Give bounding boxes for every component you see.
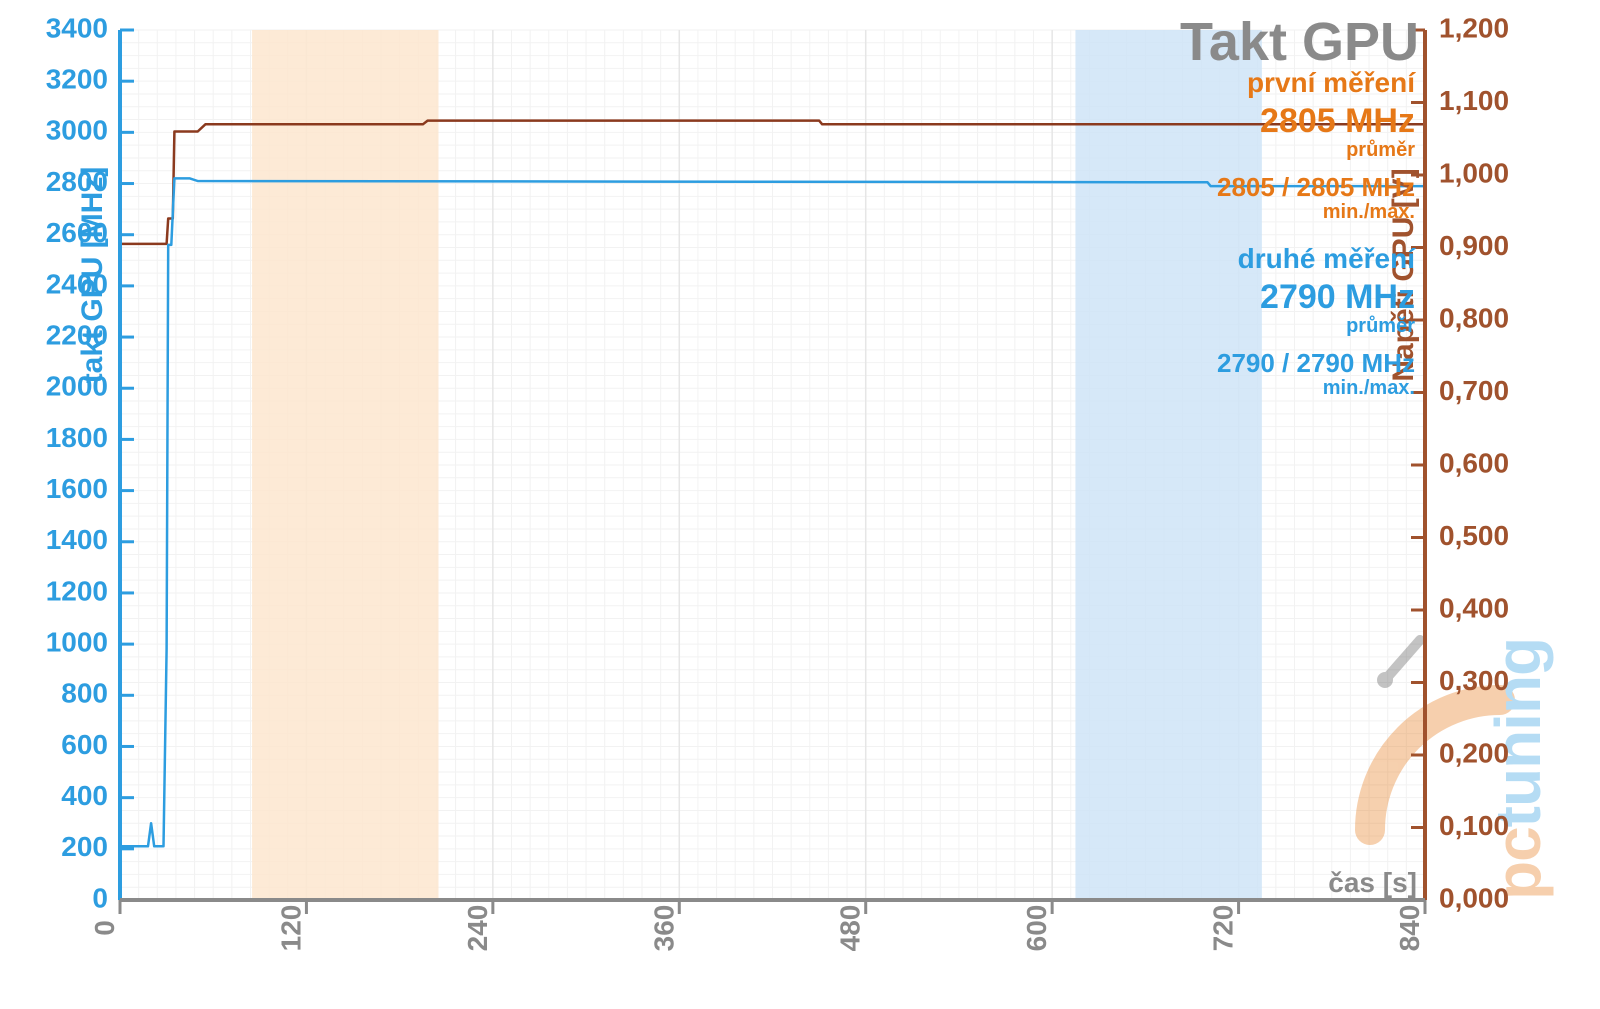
x-axis-title: čas [s]	[1328, 867, 1417, 898]
anno-second-minmax: 2790 / 2790 MHz	[1217, 348, 1415, 378]
y1-tick-label: 1600	[46, 473, 108, 504]
x-tick-label: 480	[835, 905, 866, 952]
anno-first-value-sub: průměr	[1346, 139, 1415, 161]
y1-tick-label: 1200	[46, 575, 108, 606]
y1-tick-label: 3000	[46, 115, 108, 146]
x-tick-label: 360	[648, 905, 679, 952]
x-tick-label: 600	[1021, 905, 1052, 952]
y2-tick-label: 0,700	[1439, 375, 1509, 406]
y2-tick-label: 0,300	[1439, 665, 1509, 696]
anno-second-heading: druhé měření	[1238, 243, 1417, 274]
x-tick-label: 720	[1208, 905, 1239, 952]
y2-tick-label: 0,900	[1439, 230, 1509, 261]
y1-tick-label: 1000	[46, 627, 108, 658]
y1-tick-label: 600	[61, 729, 108, 760]
y2-tick-label: 0,600	[1439, 447, 1509, 478]
y2-tick-label: 0,000	[1439, 882, 1509, 913]
y1-tick-label: 0	[92, 882, 108, 913]
chart-container: pctuning02004006008001000120014001600180…	[0, 0, 1600, 1009]
y1-tick-label: 1400	[46, 524, 108, 555]
y2-tick-label: 1,100	[1439, 85, 1509, 116]
y2-tick-label: 0,200	[1439, 737, 1509, 768]
y1-tick-label: 800	[61, 678, 108, 709]
chart-title: Takt GPU	[1180, 12, 1419, 72]
y2-tick-label: 0,400	[1439, 592, 1509, 623]
anno-second-value-sub: průměr	[1346, 315, 1415, 337]
y1-tick-label: 3200	[46, 64, 108, 95]
y2-tick-label: 0,500	[1439, 520, 1509, 551]
x-tick-label: 840	[1394, 905, 1425, 952]
chart-svg: pctuning02004006008001000120014001600180…	[0, 0, 1600, 1009]
y2-tick-label: 0,100	[1439, 810, 1509, 841]
y1-tick-label: 3400	[46, 12, 108, 43]
y2-tick-label: 0,800	[1439, 302, 1509, 333]
y1-tick-label: 200	[61, 831, 108, 862]
y1-axis-title: takt GPU [MHz]	[76, 167, 109, 384]
anno-first-value: 2805 MHz	[1260, 102, 1415, 140]
x-tick-label: 120	[275, 905, 306, 952]
y1-tick-label: 1800	[46, 422, 108, 453]
anno-first-minmax-sub: min./max.	[1323, 201, 1415, 223]
y1-axis: 0200400600800100012001400160018002000220…	[46, 12, 134, 913]
y2-tick-label: 1,200	[1439, 12, 1509, 43]
y2-tick-label: 1,000	[1439, 157, 1509, 188]
x-tick-label: 0	[89, 920, 120, 936]
anno-second-value: 2790 MHz	[1260, 278, 1415, 316]
y1-tick-label: 400	[61, 780, 108, 811]
anno-second-minmax-sub: min./max.	[1323, 377, 1415, 399]
anno-first-heading: první měření	[1247, 67, 1416, 98]
anno-first-minmax: 2805 / 2805 MHz	[1217, 172, 1415, 202]
x-tick-label: 240	[462, 905, 493, 952]
